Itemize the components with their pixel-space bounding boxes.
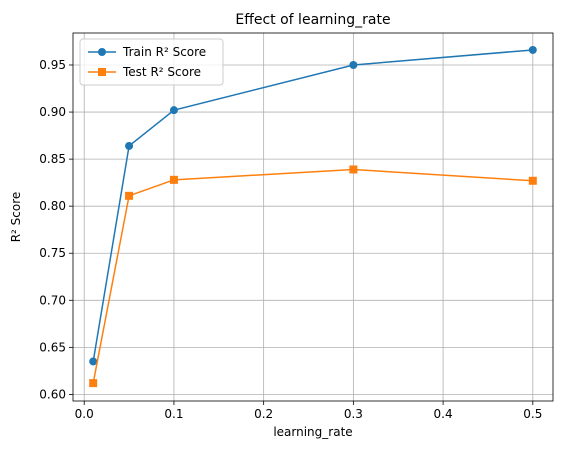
axis-ticks: 0.0 0.1 0.2 0.3 0.4 0.5 0.60 0.65 0.70 0.75 0.80 0.… — [39, 58, 542, 421]
plot-frame — [72, 32, 554, 402]
series — [89, 165, 537, 388]
data-point — [528, 45, 537, 54]
x-tick-label: 0.0 — [75, 407, 94, 421]
data-point — [349, 61, 358, 69]
data-point — [89, 357, 98, 366]
y-tick-label: 0.60 — [39, 387, 66, 401]
x-axis-label: learning_rate — [273, 425, 352, 439]
series-line — [92, 168, 533, 384]
y-axis-label: R² Score — [9, 192, 23, 243]
data-point — [125, 141, 134, 150]
series-line — [92, 49, 533, 362]
x-tick-label: 0.2 — [254, 407, 273, 421]
x-tick-label: 0.5 — [523, 407, 542, 421]
legend-box — [79, 38, 224, 86]
y-tick-label: 0.80 — [39, 199, 66, 213]
x-tick-label: 0.1 — [164, 407, 183, 421]
y-tick-label: 0.75 — [39, 246, 66, 260]
data-point — [169, 175, 178, 184]
y-tick-label: 0.70 — [39, 293, 66, 307]
grid — [73, 33, 553, 401]
legend-label: Test R² Score — [122, 65, 201, 79]
series-layer — [89, 45, 537, 388]
data-point — [89, 379, 98, 388]
data-point — [528, 176, 537, 185]
x-tick-label: 0.3 — [344, 407, 363, 421]
data-point — [125, 191, 134, 200]
y-tick-label: 0.85 — [39, 152, 66, 166]
y-tick-label: 0.95 — [39, 58, 66, 72]
legend-item: Train R² Score — [88, 45, 206, 59]
y-tick-label: 0.65 — [39, 340, 66, 354]
legend-marker — [98, 48, 106, 56]
legend: Train R² Score Test R² Score — [79, 38, 224, 86]
data-point — [349, 165, 358, 174]
legend-marker — [98, 68, 106, 76]
series — [89, 45, 537, 366]
y-tick-label: 0.90 — [39, 105, 66, 119]
data-point — [169, 106, 178, 115]
legend-label: Train R² Score — [122, 45, 206, 59]
chart-title: Effect of learning_rate — [235, 12, 390, 28]
legend-item: Test R² Score — [88, 65, 201, 79]
x-tick-label: 0.4 — [434, 407, 453, 421]
